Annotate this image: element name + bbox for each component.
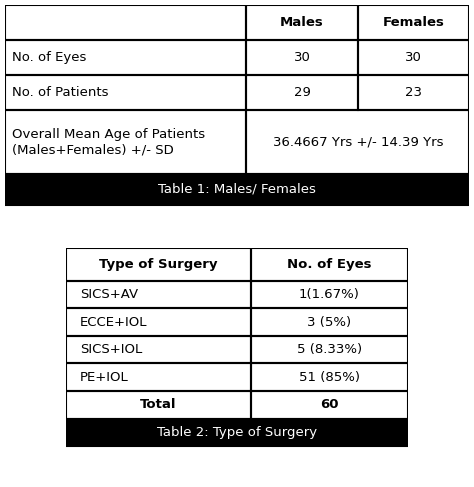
Text: 5 (8.33%): 5 (8.33%) [297,343,362,356]
Bar [5,5,246,40]
Bar [251,363,408,391]
Bar [5,40,246,75]
Text: SICS+AV: SICS+AV [80,288,138,301]
Bar [251,336,408,363]
Bar [246,5,358,40]
Text: Type of Surgery: Type of Surgery [99,258,218,271]
Text: PE+IOL: PE+IOL [80,371,129,384]
Text: No. of Patients: No. of Patients [12,86,108,99]
Text: ECCE+IOL: ECCE+IOL [80,316,147,329]
Bar [358,40,469,75]
Bar [5,75,246,110]
Bar [358,5,469,40]
Bar [66,336,251,363]
Bar [5,110,246,174]
Bar [66,336,251,363]
Text: 23: 23 [405,86,422,99]
Bar [251,363,408,391]
Bar [5,40,246,75]
Bar [66,391,251,418]
Bar [251,391,408,418]
Text: 29: 29 [293,86,310,99]
Bar [66,391,251,418]
Bar [66,418,408,446]
Bar [66,308,251,336]
Bar [251,308,408,336]
Bar [66,281,251,308]
Bar [5,75,246,110]
Text: No. of Eyes: No. of Eyes [12,51,86,64]
Bar [5,174,469,205]
Text: Table 1: Males/ Females: Table 1: Males/ Females [158,183,316,196]
Bar [246,110,469,174]
Text: Overall Mean Age of Patients
(Males+Females) +/- SD: Overall Mean Age of Patients (Males+Fema… [12,128,205,156]
Text: 1(1.67%): 1(1.67%) [299,288,360,301]
Text: Total: Total [140,398,177,411]
Bar [251,281,408,308]
Text: SICS+IOL: SICS+IOL [80,343,142,356]
Bar [251,248,408,281]
Bar [358,5,469,40]
Bar [358,75,469,110]
Bar [66,363,251,391]
Text: 30: 30 [405,51,422,64]
Bar [251,336,408,363]
Text: Table 2: Type of Surgery: Table 2: Type of Surgery [157,426,317,439]
Bar [246,40,358,75]
Bar [66,363,251,391]
Text: 30: 30 [293,51,310,64]
Text: Males: Males [280,16,324,29]
Bar [358,40,469,75]
Text: Females: Females [383,16,445,29]
Bar [246,75,358,110]
Bar [246,40,358,75]
Text: 3 (5%): 3 (5%) [307,316,351,329]
Bar [358,75,469,110]
Bar [66,248,251,281]
Bar [251,308,408,336]
Bar [246,5,358,40]
Bar [246,75,358,110]
Bar [246,110,469,174]
Bar [251,248,408,281]
Text: 60: 60 [320,398,338,411]
Text: No. of Eyes: No. of Eyes [287,258,372,271]
Bar [251,391,408,418]
Bar [66,308,251,336]
Bar [5,110,246,174]
Bar [5,5,246,40]
Text: 36.4667 Yrs +/- 14.39 Yrs: 36.4667 Yrs +/- 14.39 Yrs [273,135,443,149]
Text: 51 (85%): 51 (85%) [299,371,360,384]
Bar [66,248,251,281]
Bar [251,281,408,308]
Bar [66,281,251,308]
